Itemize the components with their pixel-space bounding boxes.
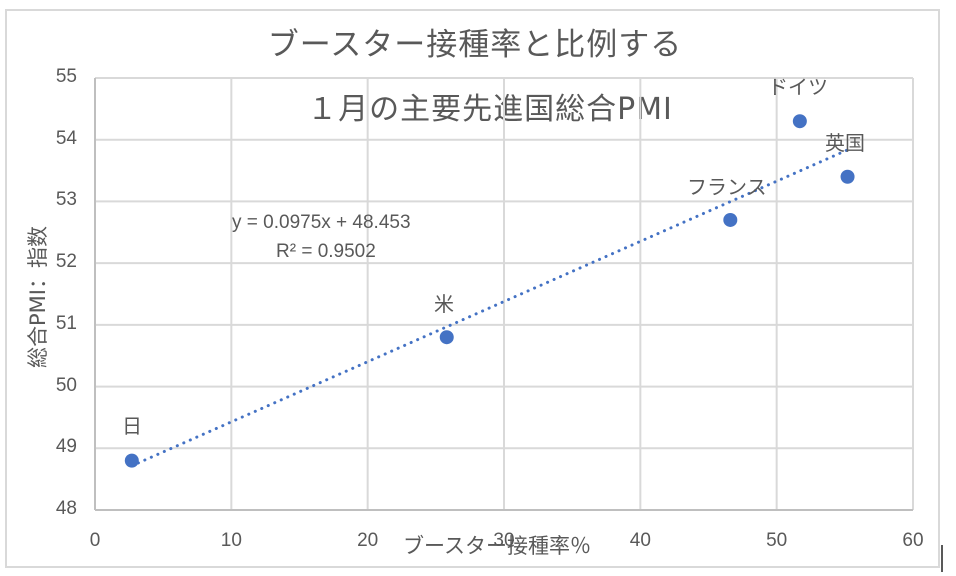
y-tick-label: 49 [55, 436, 77, 458]
chart-frame [5, 9, 940, 568]
trendline-r2: R² = 0.9502 [276, 241, 376, 262]
x-tick-label: 20 [357, 530, 379, 551]
text-cursor [941, 545, 943, 572]
x-tick-label: 0 [89, 530, 101, 551]
point-label-germany: ドイツ [768, 75, 828, 99]
x-tick-label: 40 [629, 530, 651, 551]
y-tick-label: 54 [55, 127, 77, 149]
data-point-marker [792, 114, 807, 129]
x-tick-label: 60 [902, 530, 924, 551]
trendline [130, 148, 850, 468]
trendline-equation: y = 0.0975x + 48.453 [232, 212, 411, 233]
y-tick-label: 53 [55, 189, 77, 211]
x-axis-label: ブースター接種率％ [403, 534, 591, 558]
y-tick-label: 52 [55, 251, 77, 273]
y-axis-label: 総合PMI：指数 [26, 226, 50, 368]
point-label-japan: 日 [122, 414, 142, 438]
x-tick-label: 10 [220, 530, 242, 551]
y-tick-label: 48 [55, 498, 77, 519]
data-point-marker [723, 212, 738, 227]
x-tick-label: 30 [493, 530, 515, 551]
y-tick-label: 50 [55, 374, 77, 396]
chart-title: ブースター接種率と比例する [267, 27, 683, 63]
data-point-marker [840, 169, 855, 184]
y-tick-label: 55 [55, 66, 77, 87]
x-tick-label: 50 [766, 530, 788, 551]
data-point-marker [439, 330, 454, 345]
point-label-uk: 英国 [825, 131, 865, 155]
point-label-france: フランス [687, 175, 767, 199]
point-label-usa: 米 [434, 292, 454, 316]
y-tick-label: 51 [55, 312, 77, 334]
data-point-marker [124, 453, 139, 468]
